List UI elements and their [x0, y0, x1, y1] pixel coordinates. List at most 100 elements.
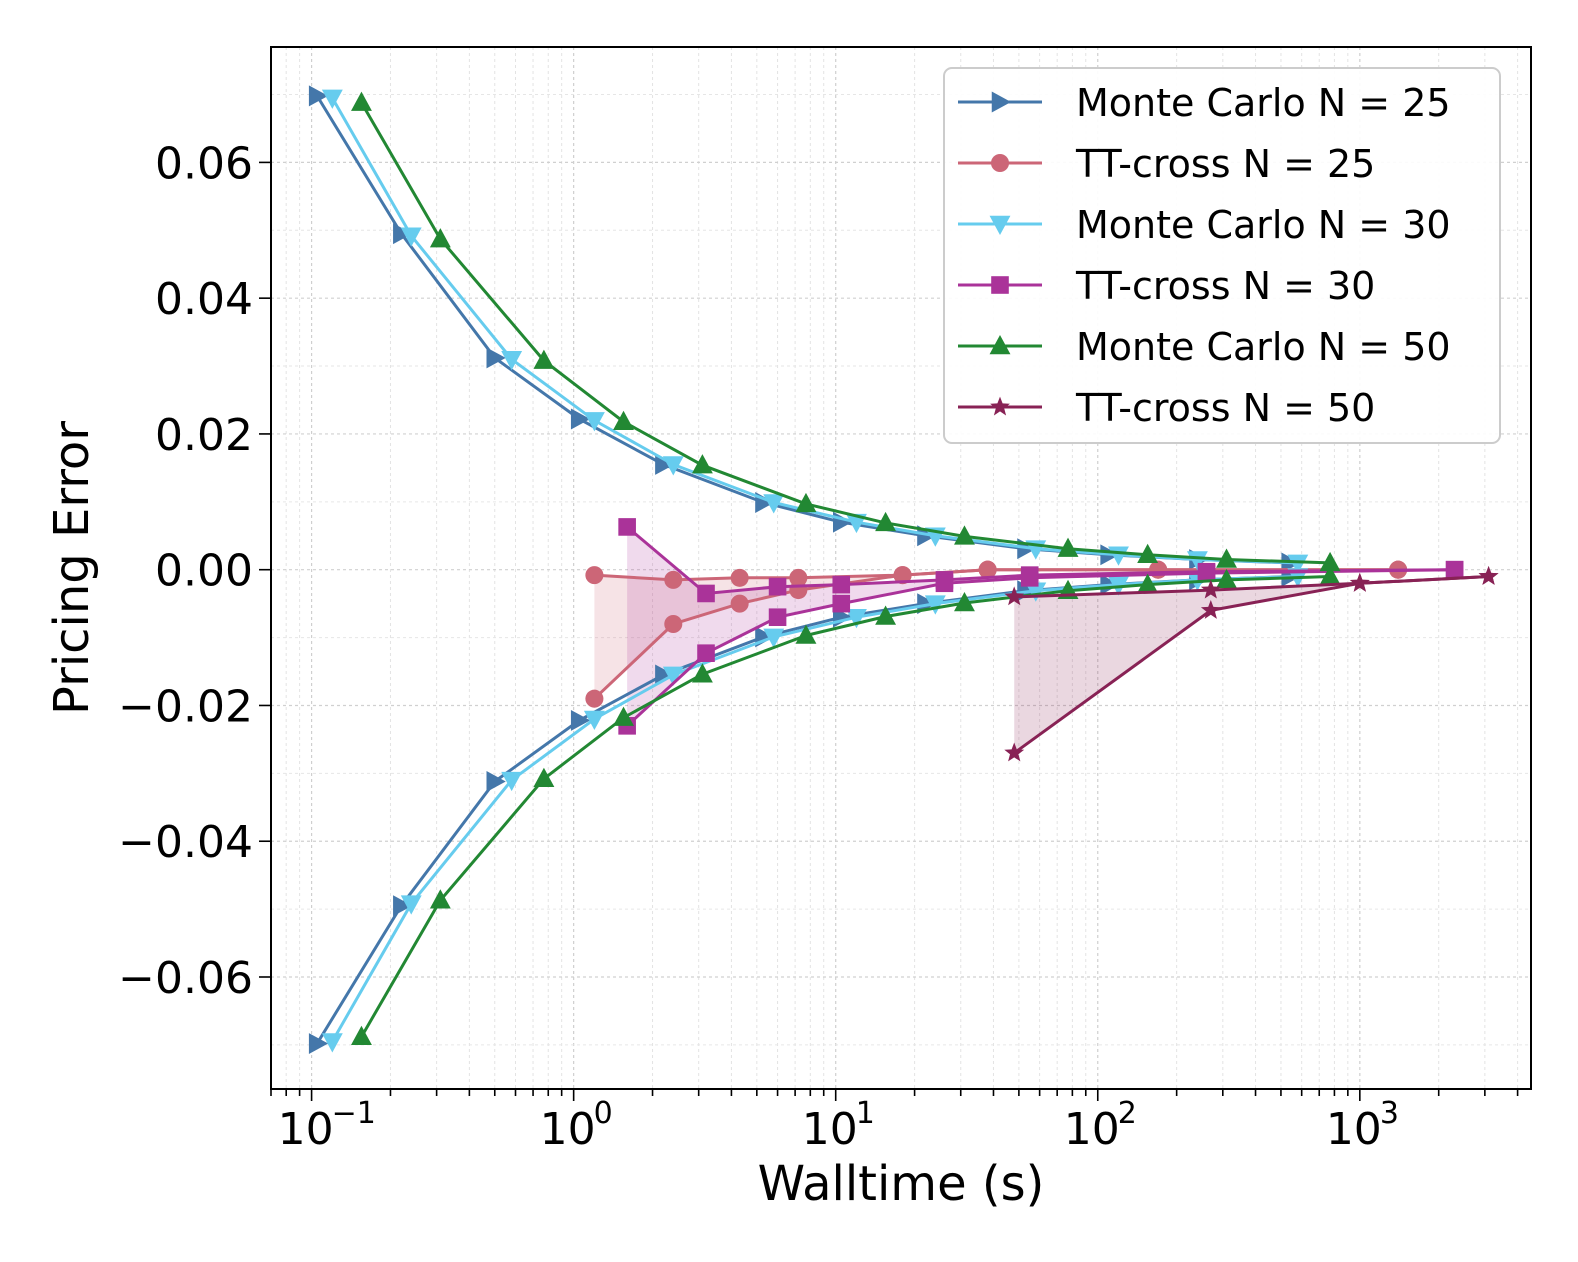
tt-cross-n-50-upper-point [1200, 579, 1221, 599]
legend-entry-monte-carlo-n-25: Monte Carlo N = 25 [958, 81, 1451, 125]
legend-entry-tt-cross-n-30: TT-cross N = 30 [958, 264, 1375, 308]
x-tick-exponent: 3 [1380, 1096, 1399, 1131]
monte-carlo-n-50-lower-point [429, 889, 451, 909]
tt-cross-n-25-lower-point [664, 614, 683, 634]
tt-cross-n-25-upper-point [585, 566, 604, 585]
monte-carlo-n-30-lower-point [924, 595, 946, 615]
tt-cross-n-50-upper-point [1004, 586, 1025, 606]
x-tick-labels: 10−1 100 101 102 103 [278, 1096, 1399, 1155]
legend-label: TT-cross N = 30 [1075, 264, 1375, 308]
y-tick-label: −0.02 [118, 681, 253, 732]
monte-carlo-n-30-lower-point [501, 771, 523, 792]
monte-carlo-n-30-lower-point [763, 628, 785, 648]
tt-cross-n-30-upper-line [626, 525, 1455, 596]
monte-carlo-n-25-lower-point [486, 771, 506, 792]
y-tick-labels: 0.06 0.04 0.02 0.00 −0.02 −0.04 −0.06 [118, 138, 253, 1004]
tt-cross-n-30-upper-point [697, 584, 715, 603]
monte-carlo-n-30-upper-point [501, 351, 523, 371]
legend: Monte Carlo N = 25 TT-cross N = 25 Monte C… [943, 67, 1501, 444]
x-tick-base: 10 [278, 1104, 334, 1155]
monte-carlo-n-25-lower-point [655, 664, 675, 686]
monte-carlo-n-50-upper-point [691, 454, 713, 474]
tt-cross-n-30-lower-line [626, 568, 1455, 727]
x-tick-exponent: −1 [332, 1096, 376, 1131]
tt-cross-n-30-lower-point [935, 574, 954, 593]
y-tick-label: 0.00 [155, 546, 253, 597]
monte-carlo-n-30-lower-point [662, 666, 684, 686]
monte-carlo-n-50-lower-point [691, 663, 713, 683]
monte-carlo-n-50-upper-line [360, 101, 1331, 565]
tt-cross-n-50-band [1014, 576, 1489, 753]
monte-carlo-n-25-upper-point [486, 347, 506, 369]
x-tick-base: 10 [1326, 1104, 1382, 1155]
tt-cross-n-25-series [585, 560, 1408, 708]
monte-carlo-n-50-upper-point [1137, 543, 1159, 564]
monte-carlo-n-25-upper-point [570, 408, 591, 430]
tt-cross-n-25-upper-point [730, 568, 749, 587]
monte-carlo-n-50-lower-line [360, 575, 1331, 1038]
monte-carlo-n-50-lower-point [1319, 565, 1341, 585]
tt-cross-n-30-upper-point [768, 577, 787, 596]
monte-carlo-n-50-upper-point [1057, 537, 1079, 557]
y-axis-title: Pricing Error [44, 421, 100, 715]
legend-label: Monte Carlo N = 25 [1076, 81, 1451, 125]
legend-entry-tt-cross-n-25: TT-cross N = 25 [958, 142, 1375, 186]
tt-cross-n-30-upper-point [832, 575, 851, 594]
tt-cross-n-30-upper-point [618, 518, 636, 536]
monte-carlo-n-30-upper-point [400, 227, 422, 247]
monte-carlo-n-50-lower-point [613, 706, 634, 726]
legend-label: Monte Carlo N = 30 [1076, 203, 1451, 247]
monte-carlo-n-25-upper-point [655, 454, 675, 475]
monte-carlo-n-50-upper-point [1319, 551, 1341, 572]
tt-cross-n-25-lower-point [978, 560, 997, 579]
monte-carlo-n-30-lower-line [330, 575, 1298, 1043]
x-tick-exponent: 1 [856, 1096, 875, 1131]
tt-cross-n-30-series [618, 518, 1464, 735]
monte-carlo-n-50-upper-point [429, 228, 451, 248]
y-tick-label: −0.04 [118, 817, 253, 868]
monte-carlo-n-50-lower-point [1137, 573, 1159, 593]
legend-label: TT-cross N = 50 [1075, 386, 1375, 430]
x-tick-label: 103 [1326, 1096, 1399, 1155]
monte-carlo-n-50-upper-point [351, 91, 372, 111]
monte-carlo-n-50-lower-point [533, 767, 555, 788]
legend-frame [943, 67, 1501, 444]
x-tick-base: 10 [540, 1104, 596, 1155]
monte-carlo-n-30-upper-point [1287, 554, 1309, 574]
legend-entry-tt-cross-n-50: TT-cross N = 50 [958, 386, 1375, 430]
monte-carlo-n-25-lower-point [308, 1033, 329, 1054]
series-lines [308, 85, 1499, 1054]
plot-frame [270, 46, 1532, 1090]
x-tick-exponent: 0 [594, 1096, 613, 1131]
x-tick-base: 10 [802, 1104, 858, 1155]
tt-cross-n-30-lower-point [697, 644, 715, 662]
monte-carlo-n-30-upper-point [321, 89, 343, 109]
monte-carlo-n-30-lower-point [846, 608, 867, 629]
x-tick-base: 10 [1064, 1104, 1120, 1155]
tt-cross-n-25-lower-point [789, 581, 808, 600]
x-tick-label: 102 [1064, 1096, 1137, 1155]
monte-carlo-n-50-upper-point [795, 492, 817, 513]
monte-carlo-n-30-upper-point [662, 456, 684, 476]
legend-entry-monte-carlo-n-30: Monte Carlo N = 30 [958, 203, 1451, 247]
monte-carlo-n-25-upper-point [393, 223, 413, 245]
x-tick-label: 101 [802, 1096, 875, 1155]
monte-carlo-n-30-upper-point [763, 494, 785, 514]
tt-cross-n-25-lower-point [893, 566, 912, 585]
tt-cross-n-50-lower-point [1200, 600, 1221, 619]
monte-carlo-n-50-upper-point [954, 525, 975, 545]
tt-cross-n-50-lower-point [1478, 566, 1499, 585]
monte-carlo-n-30-upper-point [583, 412, 605, 432]
monte-carlo-n-50-lower-point [795, 624, 817, 644]
legend-label: Monte Carlo N = 50 [1076, 325, 1451, 369]
monte-carlo-n-50-upper-point [1216, 548, 1237, 568]
y-tick-label: −0.06 [118, 953, 253, 1004]
tt-cross-n-50-series [1004, 566, 1499, 762]
x-tick-label: 100 [540, 1096, 613, 1155]
legend-marker [991, 91, 1011, 113]
monte-carlo-n-30-upper-point [846, 513, 867, 534]
monte-carlo-n-30-lower-point [1025, 582, 1047, 602]
tt-cross-n-25-lower-point [585, 689, 604, 708]
y-tick-label: 0.04 [155, 274, 253, 325]
